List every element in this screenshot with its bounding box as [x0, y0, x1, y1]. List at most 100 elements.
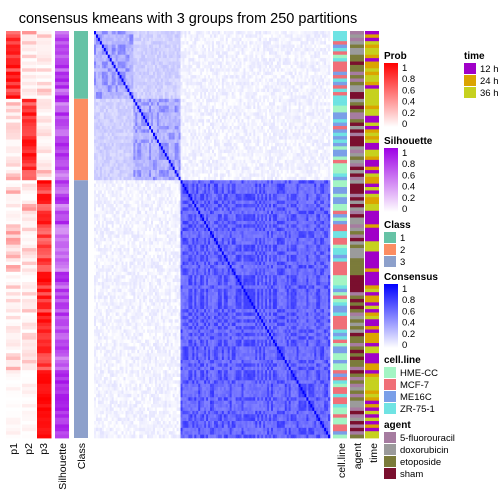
- consensus-cell: [269, 102, 272, 106]
- consensus-cell: [296, 112, 299, 117]
- consensus-cell: [200, 88, 203, 93]
- consensus-cell: [219, 81, 223, 86]
- prob-cell: [6, 285, 21, 290]
- consensus-cell: [322, 54, 325, 59]
- consensus-cell: [271, 64, 274, 69]
- prob-cell: [6, 183, 21, 188]
- consensus-cell: [182, 112, 185, 117]
- consensus-cell: [184, 142, 187, 147]
- consensus-cell: [269, 31, 272, 35]
- consensus-cell: [290, 146, 293, 151]
- consensus-cell: [253, 136, 256, 140]
- consensus-cell: [127, 51, 130, 56]
- consensus-cell: [310, 102, 313, 106]
- consensus-cell: [119, 115, 122, 120]
- consensus-cell: [137, 109, 140, 113]
- consensus-cell: [314, 109, 317, 113]
- consensus-cell: [274, 64, 278, 69]
- consensus-cell: [156, 102, 160, 106]
- consensus-cell: [247, 139, 250, 144]
- consensus-cell: [229, 61, 232, 66]
- consensus-cell: [243, 142, 246, 147]
- consensus-cell: [125, 95, 128, 100]
- consensus-cell: [241, 75, 244, 79]
- consensus-cell: [318, 98, 321, 103]
- consensus-cell: [192, 58, 195, 62]
- consensus-cell: [253, 132, 256, 137]
- consensus-cell: [324, 105, 327, 110]
- consensus-cell: [219, 58, 223, 62]
- silhouette-cell: [55, 292, 69, 296]
- consensus-cell: [278, 112, 282, 117]
- consensus-cell: [302, 64, 305, 69]
- consensus-cell: [164, 139, 168, 144]
- consensus-cell: [190, 47, 193, 52]
- consensus-cell: [107, 102, 111, 106]
- consensus-cell: [300, 132, 303, 137]
- consensus-cell: [318, 58, 321, 62]
- consensus-cell: [245, 47, 248, 52]
- silhouette-cell: [55, 122, 69, 127]
- consensus-cell: [97, 54, 101, 59]
- consensus-cell: [147, 119, 150, 123]
- consensus-cell: [180, 139, 183, 144]
- consensus-cell: [156, 122, 160, 127]
- consensus-cell: [269, 54, 272, 59]
- prob-cell: [22, 370, 37, 374]
- prob-cell: [22, 81, 37, 86]
- consensus-cell: [312, 153, 315, 157]
- consensus-cell: [168, 85, 171, 89]
- consensus-cell: [276, 88, 280, 93]
- consensus-cell: [259, 37, 262, 42]
- consensus-cell: [143, 129, 146, 134]
- consensus-cell: [263, 92, 266, 96]
- prob-cell: [22, 92, 37, 96]
- consensus-cell: [178, 88, 181, 93]
- consensus-cell: [227, 85, 230, 89]
- consensus-cell: [235, 44, 238, 49]
- consensus-cell: [322, 129, 325, 134]
- consensus-cell: [202, 81, 205, 86]
- consensus-cell: [200, 132, 203, 137]
- consensus-cell: [261, 105, 264, 110]
- consensus-cell: [282, 105, 286, 110]
- consensus-cell: [166, 122, 170, 127]
- prob-cell: [6, 109, 21, 113]
- consensus-cell: [322, 139, 325, 144]
- consensus-cell: [143, 156, 146, 161]
- consensus-cell: [221, 136, 225, 140]
- consensus-cell: [235, 149, 238, 154]
- consensus-cell: [97, 47, 101, 52]
- consensus-cell: [265, 115, 268, 120]
- consensus-cell: [129, 71, 132, 76]
- consensus-cell: [310, 149, 313, 154]
- consensus-cell: [111, 61, 114, 66]
- consensus-cell: [223, 142, 227, 147]
- consensus-cell: [160, 75, 164, 79]
- consensus-cell: [145, 136, 148, 140]
- consensus-cell: [95, 139, 99, 144]
- consensus-cell: [290, 64, 293, 69]
- consensus-cell: [243, 112, 246, 117]
- consensus-cell: [166, 64, 170, 69]
- consensus-cell: [286, 115, 289, 120]
- consensus-cell: [326, 129, 329, 134]
- consensus-cell: [328, 61, 331, 66]
- consensus-cell: [107, 156, 111, 161]
- consensus-cell: [215, 31, 219, 35]
- consensus-cell: [286, 37, 289, 42]
- consensus-cell: [208, 149, 211, 154]
- consensus-cell: [182, 64, 185, 69]
- silhouette-cell: [55, 159, 69, 164]
- consensus-cell: [215, 142, 219, 147]
- consensus-cell: [310, 112, 313, 117]
- consensus-cell: [318, 37, 321, 42]
- consensus-cell: [156, 31, 160, 35]
- consensus-cell: [237, 142, 240, 147]
- consensus-cell: [278, 92, 282, 96]
- consensus-cell: [320, 129, 323, 134]
- consensus-cell: [178, 122, 181, 127]
- consensus-cell: [170, 153, 173, 157]
- consensus-cell: [247, 31, 250, 35]
- consensus-cell: [143, 119, 146, 123]
